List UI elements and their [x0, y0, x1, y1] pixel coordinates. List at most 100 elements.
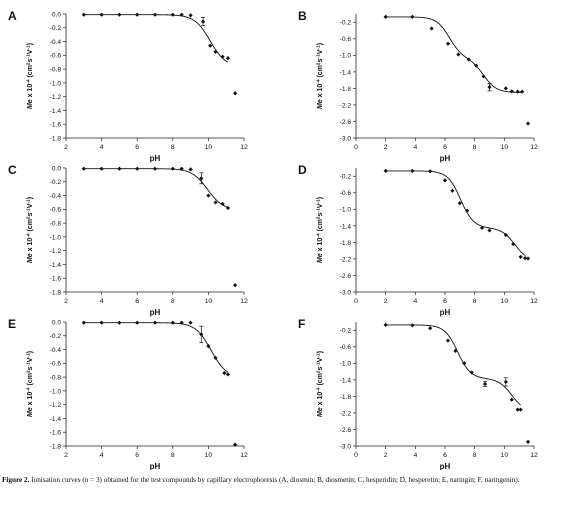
panel-f-ytick-label-5: -2.2: [340, 410, 352, 417]
panel-e-ytick-label-4: -0.8: [50, 375, 62, 382]
panel-b-label: B: [298, 9, 307, 23]
panel-a-ylabel-part-5: s: [27, 58, 34, 62]
panel-c-point-13: [233, 283, 238, 288]
panel-c-point-2: [117, 166, 122, 171]
panel-f-point-9: [509, 397, 514, 402]
panel-c-ytick-label-4: -0.8: [50, 221, 62, 228]
panel-e-ylabel: Me x 10-4 (cm2s-1V-1): [26, 351, 35, 417]
panel-e-xtick-label-5: 12: [240, 452, 248, 459]
panel-c-point-5: [170, 166, 175, 171]
panel-c-point-0: [81, 166, 86, 171]
panel-e-ylabel-part-3: (cm: [27, 373, 34, 387]
panel-f-point-0: [383, 322, 388, 327]
panel-b-ytick-label-0: -0.2: [340, 20, 352, 27]
panel-d-point-6: [465, 208, 470, 213]
panel-d-xtick-label-2: 4: [413, 298, 417, 305]
panel-f-ytick-label-4: -1.8: [340, 394, 352, 401]
panel-e-ylabel-part-6: -1: [26, 362, 32, 367]
panel-d-label: D: [298, 163, 307, 177]
panel-d-ylabel-part-9: ): [317, 197, 324, 199]
panel-b-ylabel-part-3: (cm: [317, 65, 324, 79]
panel-a-ytick-label-4: -0.8: [50, 67, 62, 74]
figure-caption: Figure 2. Ionisation curves (n = 3) obta…: [2, 476, 580, 486]
figure-caption-text: Ionisation curves (n = 3) obtained for t…: [31, 476, 520, 484]
panel-e-point-3: [135, 320, 140, 325]
panel-d-ytick-label-5: -2.2: [340, 256, 352, 263]
figure-caption-label: Figure 2.: [2, 476, 30, 484]
panel-c-ytick-label-2: -0.4: [50, 193, 62, 200]
panel-b-point-13: [525, 121, 531, 126]
panel-f-ylabel-part-6: -1: [316, 362, 322, 367]
panel-c-xtick-label-5: 12: [240, 298, 248, 305]
panel-b-ylabel-part-1: x 10: [317, 84, 324, 100]
panel-b: B -0.2 -0.6 -1.0 -1.4 -1.8 -2.2 -2.6 -3.00 2 4 6 8 10…: [298, 9, 538, 163]
panel-a-xtick-label-2: 6: [135, 144, 139, 151]
panel-f-ylabel-part-4: 2: [316, 370, 322, 373]
panel-c-point-11: [220, 201, 225, 206]
panel-f-ytick-label-6: -2.6: [340, 427, 352, 434]
panel-c-xlabel: pH: [150, 308, 161, 317]
panel-d-ytick-label-6: -2.6: [340, 273, 352, 280]
panel-f-point-11: [518, 407, 523, 412]
panel-d-xtick-label-0: 0: [354, 298, 358, 305]
panel-a-point-13: [233, 91, 238, 96]
panel-b-point-2: [429, 26, 434, 31]
panel-f-point-4: [453, 348, 458, 354]
panel-b-point-5: [466, 57, 471, 62]
panel-a-ytick-label-1: -0.2: [50, 25, 62, 32]
panel-e-point-4: [152, 320, 158, 325]
panel-e-ylabel-part-7: V: [27, 357, 34, 362]
panel-d-ylabel-part-4: 2: [316, 216, 322, 219]
panel-a-point-9: [208, 43, 213, 48]
panel-f: F -0.2 -0.6 -1.0 -1.4 -1.8 -2.2 -2.6 -3.00 2 4 6 8 10…: [298, 317, 538, 470]
panel-e-xtick-label-4: 10: [205, 452, 213, 459]
panel-f-label: F: [298, 317, 305, 331]
panel-b-ylabel-part-6: -1: [316, 54, 322, 59]
panel-a-point-12: [225, 55, 231, 61]
panel-c-ylabel-part-0: Me: [27, 253, 34, 263]
panel-f-ylabel-part-5: s: [317, 366, 324, 370]
panel-a-ylabel-part-9: ): [27, 43, 34, 45]
panel-c-xtick-label-3: 8: [171, 298, 175, 305]
panel-e-xtick-label-3: 8: [171, 452, 175, 459]
panel-d-ytick-label-0: -0.2: [340, 174, 352, 181]
panel-c-ylabel-part-3: (cm: [27, 219, 34, 233]
panel-b-ytick-label-4: -1.8: [340, 86, 352, 93]
panel-a-ytick-label-0: 0.0: [52, 11, 61, 18]
panel-a-xtick-label-3: 8: [171, 144, 175, 151]
panel-b-xtick-label-5: 10: [501, 144, 509, 151]
panel-c-point-7: [188, 167, 193, 172]
panel-a-point-4: [152, 12, 158, 17]
panel-e-ytick-label-1: -0.2: [50, 333, 62, 340]
panel-a-ylabel-part-4: 2: [26, 62, 32, 65]
panel-a-point-0: [81, 12, 86, 17]
panel-f-point-1: [410, 323, 415, 328]
panel-f-point-5: [462, 361, 467, 366]
panel-c-ylabel-part-2: -4: [26, 233, 32, 238]
panel-b-ytick-label-6: -2.6: [340, 119, 352, 126]
panel-e-xlabel: pH: [150, 462, 161, 470]
panel-f-ytick-label-1: -0.6: [340, 344, 352, 351]
panel-c-fit-curve: [83, 168, 229, 208]
panel-e-point-12: [225, 372, 231, 377]
panel-f-point-2: [428, 326, 433, 331]
panel-a-ylabel-part-8: -1: [26, 45, 32, 50]
panel-e-point-11: [222, 370, 227, 376]
panel-f-xtick-label-4: 8: [473, 452, 477, 459]
panel-e-point-2: [117, 320, 122, 325]
panel-c: C 0.0 -0.2 -0.4 -0.6 -0.8 -1.0 -1.2 -1.4 -1.6 -1.8…: [8, 163, 248, 317]
panel-b-xtick-label-1: 2: [384, 144, 388, 151]
panel-a-xtick-label-1: 4: [100, 144, 104, 151]
panel-e-point-9: [206, 344, 211, 349]
panel-f-ytick-label-0: -0.2: [340, 328, 352, 335]
panel-c-label: C: [8, 163, 17, 177]
panel-a-point-11: [220, 54, 225, 59]
panel-d-ytick-label-2: -1.0: [340, 207, 352, 214]
panel-f-xtick-label-1: 2: [384, 452, 388, 459]
panel-c-xtick-label-2: 6: [135, 298, 139, 305]
panel-a-ylabel-part-2: -4: [26, 79, 32, 84]
panel-d-point-12: [523, 256, 528, 261]
panel-c-ytick-label-0: 0.0: [52, 165, 61, 172]
panel-f-xtick-label-0: 0: [354, 452, 358, 459]
panel-b-xlabel: pH: [440, 154, 451, 163]
